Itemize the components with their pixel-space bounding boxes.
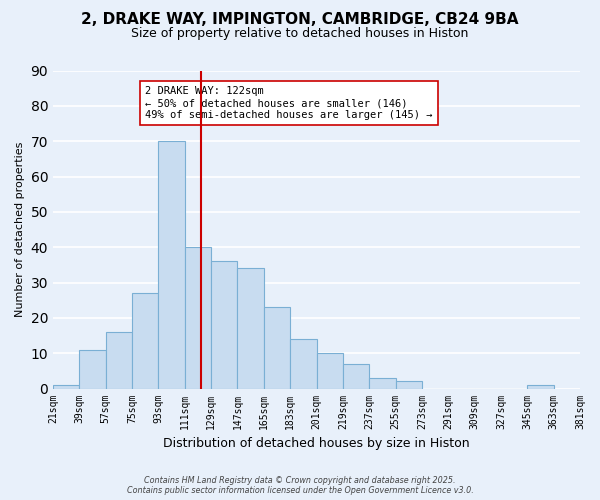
Bar [369,378,395,388]
Bar [238,268,264,388]
Bar [106,332,132,388]
Bar [211,262,238,388]
Bar [343,364,369,388]
Bar [395,382,422,388]
Bar [79,350,106,389]
Text: Contains HM Land Registry data © Crown copyright and database right 2025.
Contai: Contains HM Land Registry data © Crown c… [127,476,473,495]
Bar [290,339,317,388]
X-axis label: Distribution of detached houses by size in Histon: Distribution of detached houses by size … [163,437,470,450]
Bar [158,141,185,388]
Text: 2 DRAKE WAY: 122sqm
← 50% of detached houses are smaller (146)
49% of semi-detac: 2 DRAKE WAY: 122sqm ← 50% of detached ho… [145,86,433,120]
Bar [317,353,343,388]
Bar [185,247,211,388]
Bar [132,293,158,388]
Text: Size of property relative to detached houses in Histon: Size of property relative to detached ho… [131,28,469,40]
Bar [264,308,290,388]
Text: 2, DRAKE WAY, IMPINGTON, CAMBRIDGE, CB24 9BA: 2, DRAKE WAY, IMPINGTON, CAMBRIDGE, CB24… [81,12,519,28]
Y-axis label: Number of detached properties: Number of detached properties [15,142,25,317]
Bar [527,385,554,388]
Bar [53,385,79,388]
